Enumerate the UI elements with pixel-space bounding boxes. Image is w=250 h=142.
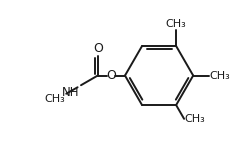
Text: CH₃: CH₃ bbox=[210, 71, 230, 81]
Text: CH₃: CH₃ bbox=[184, 114, 205, 124]
Text: CH₃: CH₃ bbox=[45, 94, 66, 104]
Text: O: O bbox=[106, 69, 116, 82]
Text: NH: NH bbox=[62, 86, 79, 99]
Text: CH₃: CH₃ bbox=[166, 19, 186, 29]
Text: O: O bbox=[93, 42, 103, 55]
